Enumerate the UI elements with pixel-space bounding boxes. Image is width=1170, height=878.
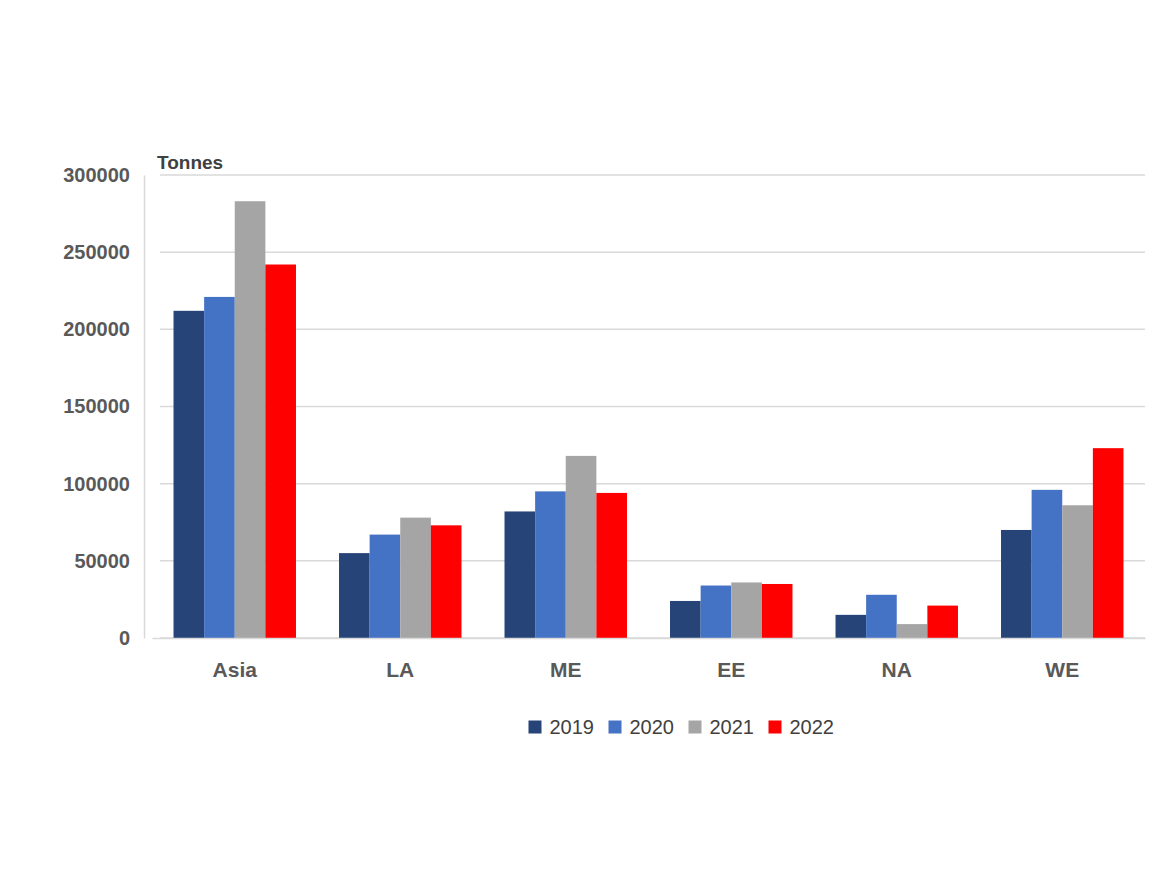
y-tick: 0 — [119, 627, 144, 649]
bar — [431, 525, 462, 638]
bar — [897, 624, 928, 638]
grid — [160, 175, 1145, 638]
bar — [836, 615, 867, 638]
x-axis-line — [153, 638, 1146, 640]
y-tick: 250000 — [63, 241, 144, 263]
y-tick: 300000 — [63, 164, 144, 186]
legend-item: 2020 — [609, 716, 675, 738]
bar — [566, 456, 597, 638]
x-tick-label: EE — [717, 658, 745, 681]
bars — [174, 201, 1124, 638]
bar — [370, 535, 401, 638]
grid-line — [160, 560, 1145, 562]
x-tick: NA — [882, 638, 912, 681]
legend-label: 2019 — [550, 716, 595, 738]
y-tick-label: 300000 — [63, 164, 130, 186]
y-axis: 0 50000 100000 150000 200000 250000 300000 — [63, 164, 144, 649]
bar — [1001, 530, 1032, 638]
bar — [1062, 505, 1093, 638]
bar — [1032, 490, 1063, 638]
x-tick-label: LA — [386, 658, 414, 681]
bar — [535, 491, 566, 638]
bar — [174, 311, 205, 638]
y-tick: 150000 — [63, 395, 144, 417]
y-axis-line — [144, 176, 146, 639]
bar — [235, 201, 266, 638]
y-tick: 100000 — [63, 473, 144, 495]
grid-line — [160, 251, 1145, 253]
y-tick: 50000 — [74, 550, 144, 572]
x-tick: EE — [717, 638, 745, 681]
grid-line — [160, 483, 1145, 485]
legend-label: 2022 — [790, 716, 835, 738]
y-axis-label: Tonnes — [157, 152, 223, 173]
legend-swatch — [609, 721, 622, 734]
legend-label: 2021 — [710, 716, 755, 738]
y-tick: 200000 — [63, 318, 144, 340]
legend-swatch — [769, 721, 782, 734]
x-tick-label: NA — [882, 658, 912, 681]
x-tick-label: ME — [550, 658, 582, 681]
y-tick-label: 150000 — [63, 395, 130, 417]
bar — [670, 601, 701, 638]
x-tick: Asia — [213, 638, 258, 681]
y-tick-label: 50000 — [74, 550, 130, 572]
legend-item: 2021 — [689, 716, 755, 738]
grid-line — [160, 329, 1145, 331]
x-tick: ME — [550, 638, 582, 681]
x-tick: WE — [1045, 638, 1079, 681]
y-tick-label: 200000 — [63, 318, 130, 340]
bar — [505, 511, 536, 638]
bar — [265, 265, 296, 638]
bar — [701, 586, 732, 638]
legend-item: 2022 — [769, 716, 835, 738]
x-tick-label: WE — [1045, 658, 1079, 681]
bar — [731, 582, 762, 638]
bar — [596, 493, 627, 638]
grid-line — [160, 406, 1145, 408]
bar — [1093, 448, 1124, 638]
legend: 2019 2020 2021 2022 — [529, 716, 835, 738]
x-tick: LA — [386, 638, 414, 681]
grid-line — [160, 174, 1145, 176]
bar — [927, 606, 958, 638]
y-tick-label: 250000 — [63, 241, 130, 263]
y-tick-label: 0 — [119, 627, 130, 649]
legend-label: 2020 — [630, 716, 675, 738]
legend-item: 2019 — [529, 716, 595, 738]
legend-swatch — [689, 721, 702, 734]
legend-swatch — [529, 721, 542, 734]
y-tick-label: 100000 — [63, 473, 130, 495]
x-axis: Asia LA ME EE NA WE — [153, 638, 1146, 681]
bar — [762, 584, 793, 638]
bar — [339, 553, 370, 638]
bar — [204, 297, 235, 638]
x-tick-label: Asia — [213, 658, 258, 681]
bar — [866, 595, 897, 638]
bar — [400, 518, 431, 638]
chart: 0 50000 100000 150000 200000 250000 300000 Tonn… — [0, 0, 1170, 878]
